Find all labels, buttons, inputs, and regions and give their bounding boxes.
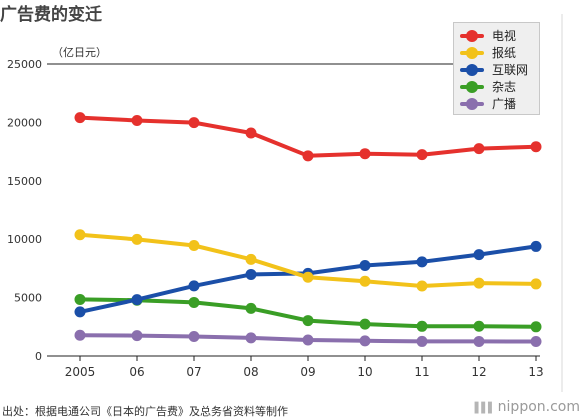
data-point	[131, 330, 143, 342]
legend-swatch	[460, 80, 484, 93]
data-point	[74, 112, 86, 124]
x-tick-label: 10	[357, 365, 372, 379]
legend-label: 报纸	[492, 46, 517, 60]
data-point	[473, 335, 485, 347]
source-note: 出处：根据电通公司《日本的广告费》及总务省资料等制作	[2, 405, 288, 418]
x-tick-label: 12	[471, 365, 486, 379]
data-point	[74, 293, 86, 305]
series-layer	[74, 112, 542, 347]
legend-swatch	[460, 46, 484, 59]
data-point	[188, 280, 200, 292]
data-point	[245, 253, 257, 265]
x-tick-label: 07	[186, 365, 201, 379]
series-电视	[74, 112, 542, 162]
data-point	[245, 127, 257, 139]
series-报纸	[74, 229, 542, 292]
data-point	[245, 302, 257, 314]
data-point	[131, 233, 143, 245]
chart-title: 广告费的变迁	[0, 5, 102, 25]
data-point	[416, 256, 428, 268]
data-point	[302, 315, 314, 327]
data-point	[74, 229, 86, 241]
data-point	[473, 143, 485, 155]
data-point	[359, 148, 371, 160]
brand-logo: ▌▌▌ nippon.com	[475, 399, 580, 415]
data-point	[530, 141, 542, 153]
data-point	[188, 330, 200, 342]
series-广播	[74, 329, 542, 347]
y-axis-unit-label: （亿日元）	[52, 46, 107, 59]
data-point	[245, 332, 257, 344]
data-point	[530, 240, 542, 252]
data-point	[416, 335, 428, 347]
legend-swatch	[460, 97, 484, 110]
legend-item: 互联网	[454, 61, 539, 78]
data-point	[188, 296, 200, 308]
data-point	[473, 249, 485, 261]
series-杂志	[74, 293, 542, 333]
brand-bars-icon: ▌▌▌	[474, 403, 496, 414]
y-tick-label: 5000	[14, 292, 42, 305]
legend-swatch	[460, 63, 484, 76]
y-tick-label: 20000	[7, 116, 42, 129]
x-tick-label: 2005	[65, 365, 96, 379]
data-point	[473, 320, 485, 332]
data-point	[245, 268, 257, 280]
legend-item: 报纸	[454, 44, 539, 61]
legend-label: 广播	[492, 97, 517, 111]
legend-item: 广播	[454, 95, 539, 112]
data-point	[416, 280, 428, 292]
legend-label: 电视	[492, 29, 517, 43]
legend-item: 电视	[454, 27, 539, 44]
data-point	[188, 239, 200, 251]
legend-label: 互联网	[492, 63, 529, 77]
data-point	[359, 260, 371, 272]
data-point	[416, 149, 428, 161]
data-point	[302, 271, 314, 283]
legend-label: 杂志	[492, 80, 517, 94]
y-tick-label: 0	[35, 350, 42, 363]
y-tick-label: 10000	[7, 233, 42, 246]
legend-swatch	[460, 29, 484, 42]
y-tick-label: 15000	[7, 175, 42, 188]
data-point	[359, 318, 371, 330]
data-point	[530, 335, 542, 347]
data-point	[302, 334, 314, 346]
data-point	[302, 150, 314, 162]
data-point	[473, 277, 485, 289]
data-point	[131, 115, 143, 127]
data-point	[530, 278, 542, 290]
brand-name: nippon.com	[497, 399, 580, 415]
data-point	[131, 294, 143, 306]
legend-item: 杂志	[454, 78, 539, 95]
x-tick-label: 11	[414, 365, 429, 379]
x-tick-label: 13	[528, 365, 543, 379]
data-point	[359, 335, 371, 347]
data-point	[74, 306, 86, 318]
x-tick-label: 06	[129, 365, 144, 379]
x-tick-label: 08	[243, 365, 258, 379]
series-line	[78, 115, 538, 158]
data-point	[530, 321, 542, 333]
data-point	[416, 320, 428, 332]
data-point	[74, 329, 86, 341]
legend: 电视报纸互联网杂志广播	[453, 22, 540, 115]
data-point	[188, 117, 200, 129]
x-tick-label: 09	[300, 365, 315, 379]
data-point	[359, 275, 371, 287]
y-tick-label: 25000	[7, 58, 42, 71]
